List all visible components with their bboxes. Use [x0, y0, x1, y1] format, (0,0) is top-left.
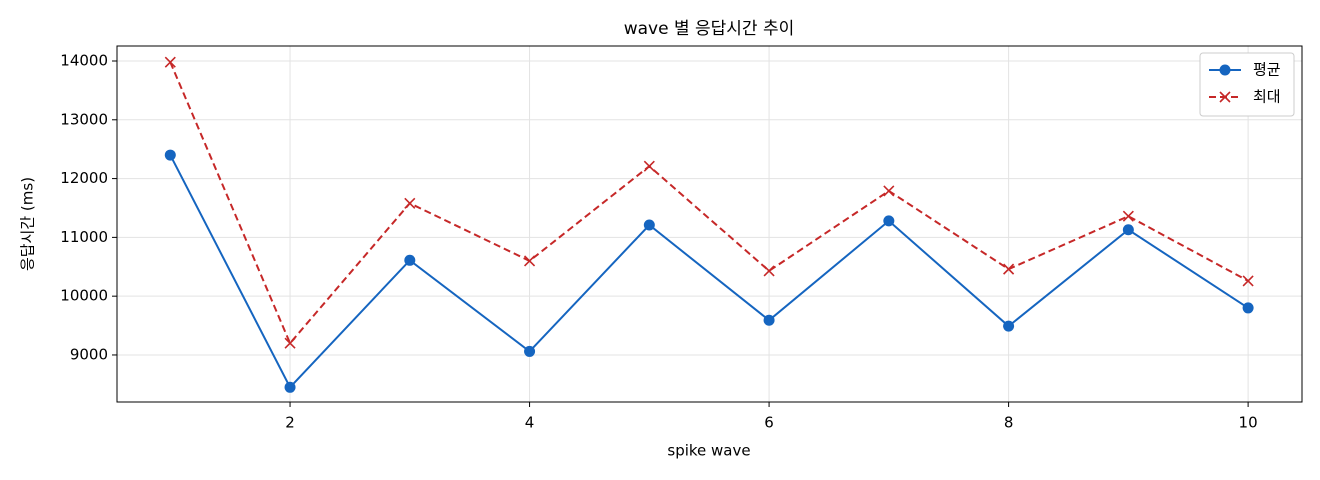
point [763, 314, 775, 326]
legend-label: 평균 [1253, 61, 1281, 79]
y-tick-label: 11000 [60, 228, 108, 246]
x-tick-label: 2 [285, 414, 295, 432]
line [169, 154, 1249, 390]
y-tick-label: 9000 [70, 345, 108, 363]
line [169, 61, 1249, 346]
y-tick-label: 13000 [60, 110, 108, 128]
legend-marker [1219, 91, 1231, 103]
x-tick-label: 8 [1004, 414, 1014, 432]
x-tick-label: 4 [525, 414, 535, 432]
chart-title: wave 별 응답시간 추이 [624, 19, 795, 39]
legend-marker [1219, 64, 1231, 76]
legend-label: 최대 [1253, 88, 1281, 106]
point [763, 265, 775, 277]
point [1003, 263, 1015, 275]
point [1242, 275, 1254, 287]
point [1003, 320, 1015, 332]
point [404, 254, 416, 266]
point [1242, 302, 1254, 314]
point [643, 219, 655, 231]
point [164, 149, 176, 161]
y-tick-label: 12000 [60, 169, 108, 187]
point [1122, 224, 1134, 236]
point [284, 337, 296, 349]
point [883, 215, 895, 227]
y-tick-label: 14000 [60, 51, 108, 69]
x-tick-label: 10 [1239, 414, 1258, 432]
point [404, 197, 416, 209]
point [1122, 210, 1134, 222]
point [523, 255, 536, 267]
x-axis-label: spike wave [667, 442, 750, 460]
point [524, 345, 536, 357]
plot-frame [116, 45, 1303, 403]
y-tick-label: 10000 [60, 287, 108, 305]
point [284, 381, 296, 393]
y-axis-label: 응답시간 (ms) [19, 177, 37, 271]
point [164, 56, 176, 68]
point [883, 185, 895, 197]
point [643, 160, 655, 172]
x-tick-label: 6 [764, 414, 774, 432]
